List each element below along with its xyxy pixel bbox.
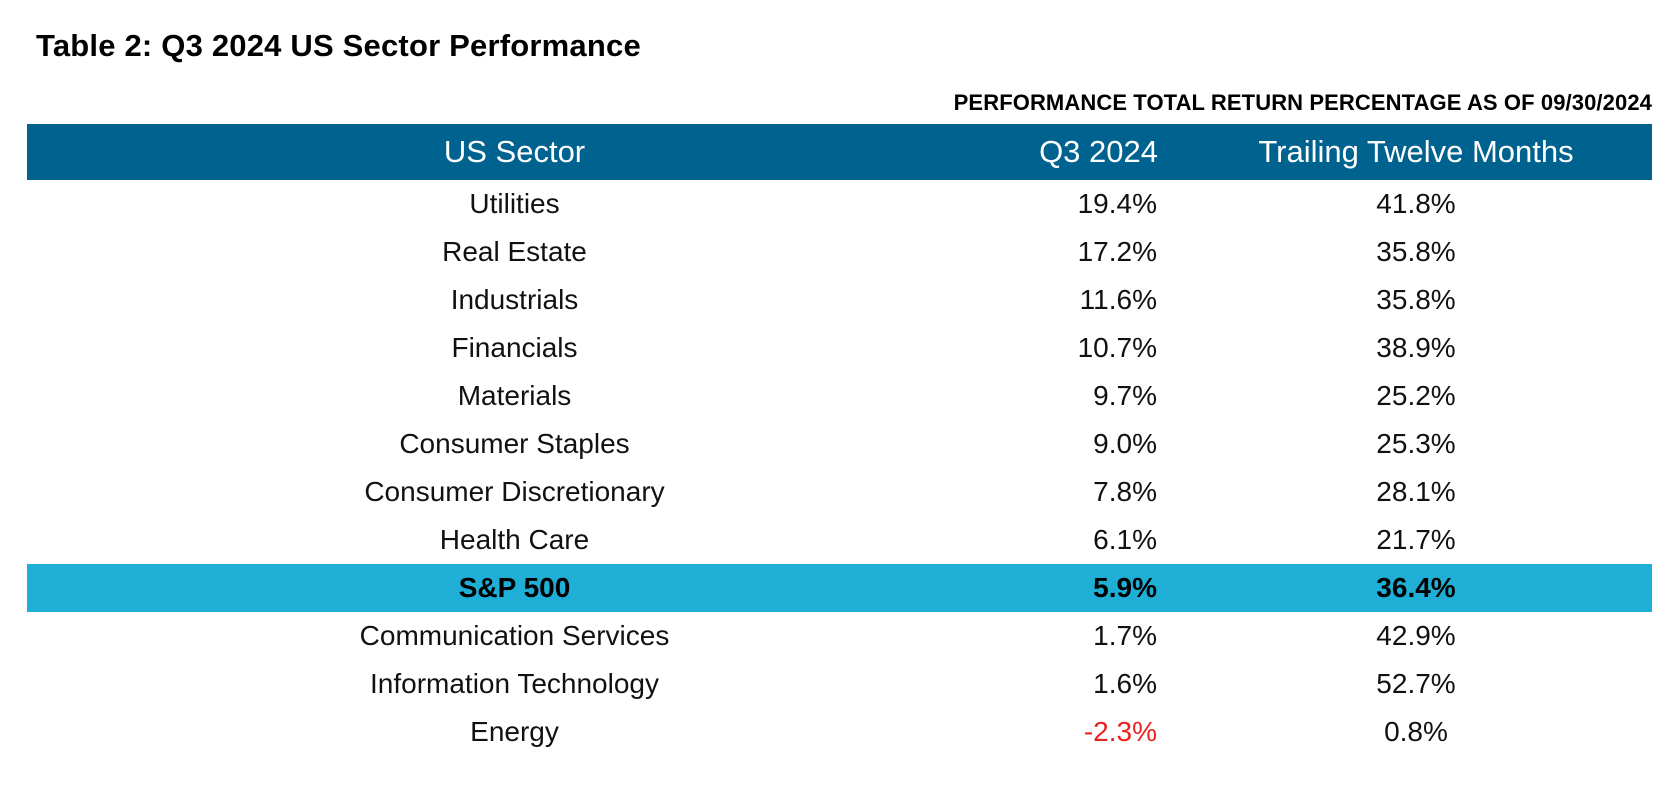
table-row: Utilities 19.4% 41.8% [27,180,1652,228]
table-row: Health Care 6.1% 21.7% [27,516,1652,564]
column-header-sector: US Sector [443,134,586,169]
ttm-return-cell: 28.1% [1376,476,1456,507]
q3-return-cell: 11.6% [1079,284,1157,315]
ttm-return-cell: 35.8% [1376,236,1456,267]
q3-return-cell: 5.9% [1093,572,1157,603]
q3-return-cell: 19.4% [1077,188,1157,219]
column-header-q3: Q3 2024 [1039,134,1158,169]
sector-cell: Materials [457,380,572,411]
table-row: Financials 10.7% 38.9% [27,324,1652,372]
table-title: Table 2: Q3 2024 US Sector Performance [36,28,641,63]
sector-cell: Consumer Staples [399,428,630,459]
sector-cell: Information Technology [370,668,659,699]
table-subtitle: PERFORMANCE TOTAL RETURN PERCENTAGE AS O… [953,90,1652,115]
sector-performance-table: US Sector Q3 2024 Trailing Twelve Months… [27,124,1652,756]
ttm-return-cell: 52.7% [1376,668,1456,699]
sector-cell: Consumer Discretionary [364,476,665,507]
table-row: Materials 9.7% 25.2% [27,372,1652,420]
q3-return-cell: 10.7% [1077,332,1157,363]
table-row: Real Estate 17.2% 35.8% [27,228,1652,276]
ttm-return-cell: 35.8% [1376,284,1456,315]
ttm-return-cell: 21.7% [1376,524,1456,555]
table-row: Communication Services 1.7% 42.9% [27,612,1652,660]
ttm-return-cell: 38.9% [1376,332,1456,363]
sector-cell: Health Care [439,524,590,555]
q3-return-cell: 1.7% [1093,620,1157,651]
sector-cell: Energy [470,716,559,747]
sector-cell: Financials [451,332,578,363]
sector-cell: Utilities [469,188,560,219]
sector-cell: Communication Services [359,620,670,651]
benchmark-row: S&P 500 5.9% 36.4% [27,564,1652,612]
table-row: Consumer Staples 9.0% 25.3% [27,420,1652,468]
sector-cell: S&P 500 [458,572,571,603]
table-header-row: US Sector Q3 2024 Trailing Twelve Months [27,124,1652,180]
sector-cell: Real Estate [442,236,587,267]
q3-return-cell: 6.1% [1093,524,1157,555]
q3-return-cell: 1.6% [1093,668,1157,699]
sector-cell: Industrials [450,284,579,315]
ttm-return-cell: 41.8% [1376,188,1456,219]
column-header-ttm: Trailing Twelve Months [1258,134,1574,169]
table-body: Utilities 19.4% 41.8% Real Estate 17.2% 35.8%… [27,180,1652,756]
ttm-return-cell: 42.9% [1376,620,1456,651]
q3-return-cell: 9.7% [1093,380,1157,411]
table-row: Energy -2.3% 0.8% [27,708,1652,756]
ttm-return-cell: 36.4% [1376,572,1456,603]
ttm-return-cell: 0.8% [1384,716,1448,747]
q3-return-cell: 9.0% [1093,428,1157,459]
ttm-return-cell: 25.2% [1376,380,1456,411]
table-row: Information Technology 1.6% 52.7% [27,660,1652,708]
q3-return-cell: 7.8% [1093,476,1157,507]
ttm-return-cell: 25.3% [1376,428,1456,459]
q3-return-cell: -2.3% [1083,716,1157,747]
q3-return-cell: 17.2% [1077,236,1157,267]
table-row: Consumer Discretionary 7.8% 28.1% [27,468,1652,516]
table-row: Industrials 11.6% 35.8% [27,276,1652,324]
